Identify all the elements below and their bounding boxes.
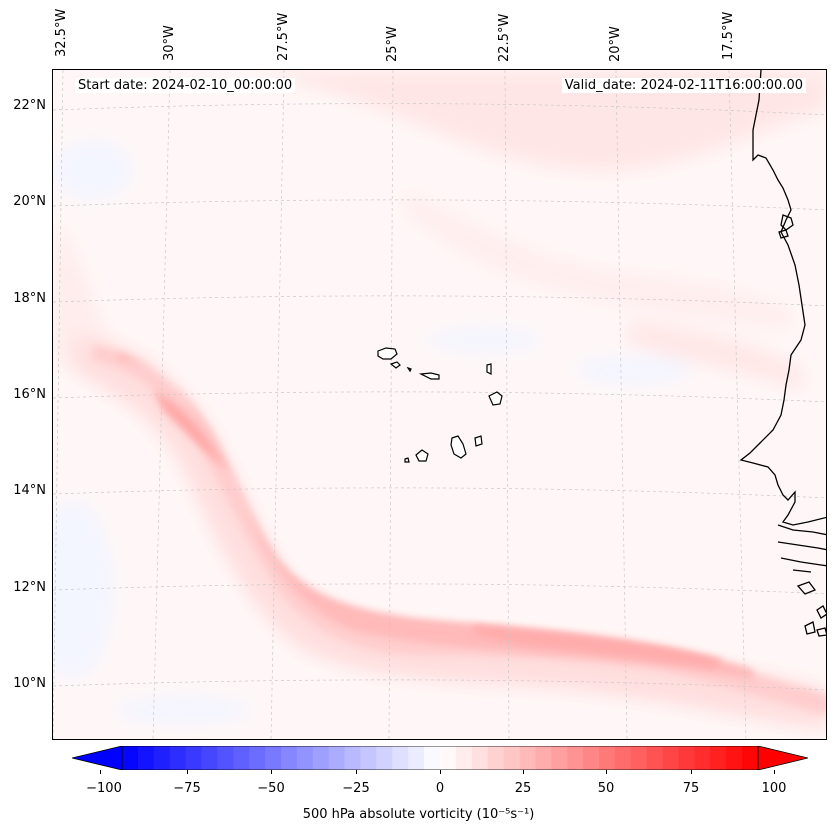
- colorbar-segment: [662, 746, 680, 770]
- island-sao-vicente: [389, 361, 401, 369]
- colorbar-segment: [678, 746, 695, 770]
- colorbar-tick-label: 50: [597, 781, 615, 796]
- lon-label: 27.5°W: [276, 12, 291, 61]
- colorbar-tickmark: [606, 770, 607, 774]
- colorbar-segment: [535, 746, 552, 770]
- colorbar-tickmark: [774, 770, 775, 774]
- lat-label: 18°N: [13, 291, 46, 306]
- colorbar-tick-label: −50: [257, 781, 285, 796]
- lon-label: 17.5°W: [721, 11, 736, 60]
- colorbar-tick-label: 0: [435, 781, 445, 796]
- colorbar-segment: [551, 746, 568, 770]
- colorbar-segment: [328, 746, 346, 770]
- colorbar-tickmark: [100, 770, 101, 774]
- vorticity-map: [53, 70, 826, 739]
- colorbar-segment: [296, 746, 314, 770]
- lat-label: 22°N: [13, 98, 46, 113]
- colorbar-tickmark: [691, 770, 692, 774]
- colorbar-segment: [440, 746, 457, 770]
- colorbar-segment: [567, 746, 584, 770]
- colorbar-segment: [344, 746, 362, 770]
- colorbar-tick-label: 25: [514, 781, 532, 796]
- lat-label: 16°N: [13, 387, 46, 402]
- coastline: [739, 70, 826, 637]
- valid-date: Valid_date: 2024-02-11T16:00:00.00: [561, 78, 806, 93]
- colorbar-segment: [630, 746, 648, 770]
- island-santa-luzia: [406, 366, 412, 373]
- colorbar-segment: [201, 746, 218, 770]
- island-sao-nicolau: [418, 372, 440, 380]
- colorbar-segment: [217, 746, 234, 770]
- colorbar-segment: [487, 746, 505, 770]
- islands: [377, 347, 503, 463]
- colorbar-segment: [265, 746, 282, 770]
- colorbar-segment: [169, 746, 187, 770]
- colorbar-segment: [122, 746, 139, 770]
- background-field: [53, 70, 826, 724]
- colorbar-tickmark: [523, 770, 524, 774]
- lon-label: 20°W: [608, 26, 623, 62]
- colorbar-tickmark: [271, 770, 272, 774]
- island-boa-vista: [488, 391, 503, 406]
- lon-label: 32.5°W: [54, 8, 69, 57]
- island-brava: [404, 457, 410, 463]
- colorbar-segment: [392, 746, 409, 770]
- island-sal: [486, 363, 492, 375]
- lat-label: 20°N: [13, 194, 46, 209]
- colorbar-segment: [710, 746, 727, 770]
- island-santo-antao: [377, 347, 398, 360]
- colorbar-tick-label: −100: [86, 781, 122, 796]
- lon-label: 30°W: [162, 25, 177, 61]
- island-maio: [474, 435, 483, 447]
- colorbar-segment: [153, 746, 171, 770]
- colorbar-tickmark: [356, 770, 357, 774]
- colorbar-segment: [249, 746, 266, 770]
- colorbar-segment: [742, 746, 759, 770]
- colorbar-segment: [471, 746, 489, 770]
- colorbar-extend-min: [72, 746, 123, 770]
- colorbar-segment: [408, 746, 425, 770]
- colorbar-segment: [312, 746, 330, 770]
- colorbar-segment: [646, 746, 664, 770]
- colorbar-segment: [519, 746, 536, 770]
- colorbar-tick-label: −75: [173, 781, 201, 796]
- island-fogo: [415, 449, 429, 462]
- start-date: Start date: 2024-02-10_00:00:00: [75, 78, 296, 93]
- colorbar-segment: [424, 746, 441, 770]
- colorbar-segment: [726, 746, 743, 770]
- lon-label: 22.5°W: [497, 13, 512, 62]
- colorbar-segment: [281, 746, 298, 770]
- gridlines: [53, 70, 826, 739]
- lat-label: 14°N: [13, 483, 46, 498]
- colorbar-tick-label: −25: [342, 781, 370, 796]
- colorbar-segment: [137, 746, 155, 770]
- colorbar: [72, 746, 808, 770]
- colorbar-segment: [376, 746, 393, 770]
- colorbar-segments: [122, 746, 759, 770]
- lat-label: 10°N: [13, 676, 46, 691]
- map-panel: Start date: 2024-02-10_00:00:00 Valid_da…: [52, 69, 827, 740]
- colorbar-segment: [614, 746, 632, 770]
- vorticity-band: [73, 338, 826, 730]
- colorbar-segment: [233, 746, 250, 770]
- colorbar-tick-label: 75: [682, 781, 700, 796]
- colorbar-segment: [503, 746, 521, 770]
- lon-label: 25°W: [385, 26, 400, 62]
- colorbar-segment: [599, 746, 616, 770]
- lat-label: 12°N: [13, 580, 46, 595]
- colorbar-segment: [360, 746, 377, 770]
- colorbar-tick-label: 100: [761, 781, 787, 796]
- colorbar-frame: [121, 746, 759, 770]
- colorbar-tickmark: [440, 770, 441, 774]
- colorbar-segment: [694, 746, 711, 770]
- colorbar-extend-max: [757, 746, 808, 770]
- island-santiago: [450, 435, 467, 459]
- colorbar-segment: [583, 746, 600, 770]
- colorbar-label: 500 hPa absolute vorticity (10⁻⁵s⁻¹): [302, 807, 535, 822]
- colorbar-segment: [185, 746, 203, 770]
- colorbar-tickmark: [187, 770, 188, 774]
- colorbar-segment: [455, 746, 473, 770]
